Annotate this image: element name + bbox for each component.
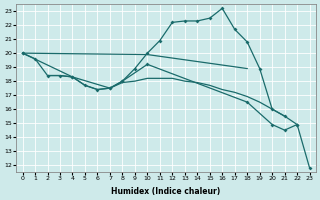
X-axis label: Humidex (Indice chaleur): Humidex (Indice chaleur) (111, 187, 221, 196)
